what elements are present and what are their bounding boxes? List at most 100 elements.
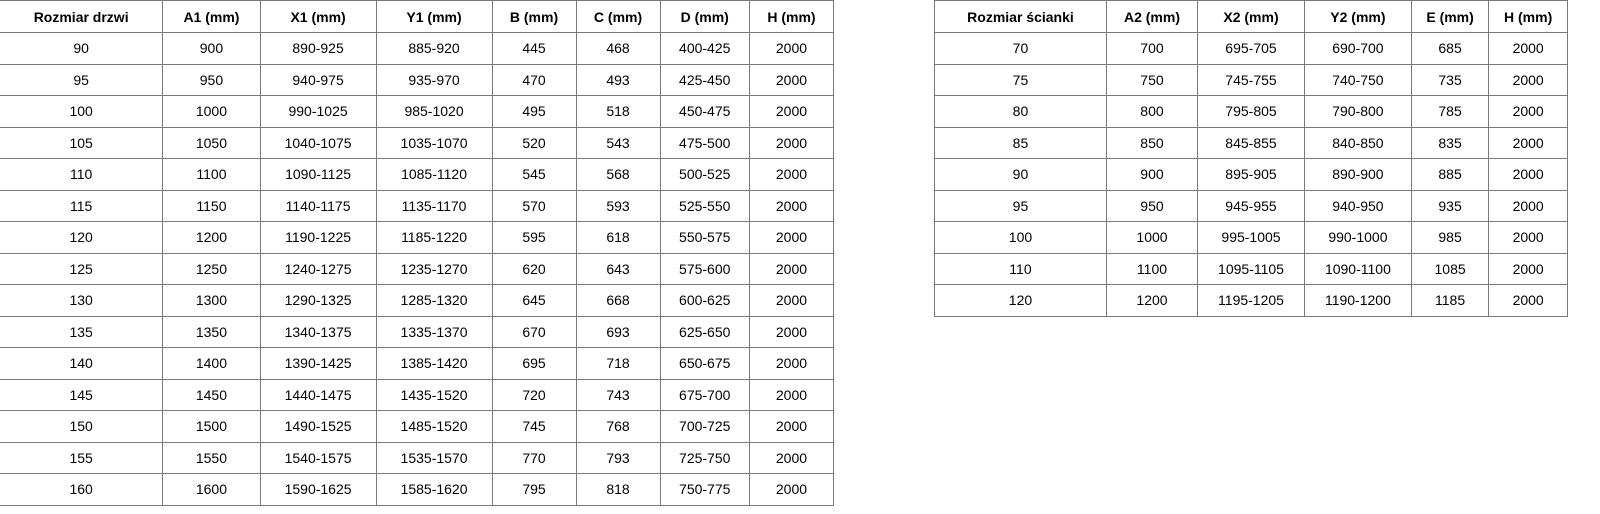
door-size-table: Rozmiar drzwi A1 (mm) X1 (mm) Y1 (mm) B (mm)… bbox=[0, 0, 835, 506]
table-cell: 1535-1570 bbox=[375, 441, 493, 474]
table-cell: 940-950 bbox=[1303, 189, 1412, 222]
table-cell: 2000 bbox=[1488, 189, 1568, 222]
table-cell: 1040-1075 bbox=[259, 126, 377, 159]
column-header: B (mm) bbox=[491, 0, 577, 33]
table-cell: 1090-1125 bbox=[259, 158, 377, 191]
table-cell: 693 bbox=[575, 315, 661, 348]
column-header: C (mm) bbox=[575, 0, 661, 33]
table-cell: 1035-1070 bbox=[375, 126, 493, 159]
table-cell: 1090-1100 bbox=[1303, 252, 1412, 285]
table-cell: 745-755 bbox=[1197, 63, 1305, 96]
table-cell: 1550 bbox=[162, 441, 261, 474]
table-cell: 840-850 bbox=[1303, 126, 1412, 159]
table-cell: 795-805 bbox=[1197, 95, 1305, 128]
table-row: 80 800 795-805 790-800 785 2000 bbox=[934, 95, 1568, 128]
table-cell: 90 bbox=[0, 32, 164, 65]
table-cell: 950 bbox=[1105, 189, 1199, 222]
table-cell: 570 bbox=[491, 189, 577, 222]
table-row: 155 1550 1540-1575 1535-1570 770 793 725-750 20… bbox=[0, 441, 835, 474]
table-cell: 2000 bbox=[748, 347, 835, 380]
table-cell: 890-900 bbox=[1303, 158, 1412, 191]
table-cell: 2000 bbox=[748, 126, 835, 159]
table-cell: 545 bbox=[491, 158, 577, 191]
table-row: 130 1300 1290-1325 1285-1320 645 668 600-625 20… bbox=[0, 284, 835, 317]
table-cell: 110 bbox=[934, 252, 1107, 285]
table-cell: 740-750 bbox=[1303, 63, 1412, 96]
wall-size-table: Rozmiar ścianki A2 (mm) X2 (mm) Y2 (mm) E (m… bbox=[934, 0, 1568, 317]
table-row: 120 1200 1195-1205 1190-1200 1185 2000 bbox=[934, 284, 1568, 317]
table-cell: 70 bbox=[934, 32, 1107, 65]
table-cell: 1440-1475 bbox=[259, 378, 377, 411]
table-cell: 2000 bbox=[748, 95, 835, 128]
table-cell: 2000 bbox=[1488, 158, 1568, 191]
table-cell: 1340-1375 bbox=[259, 315, 377, 348]
table-cell: 1095-1105 bbox=[1197, 252, 1305, 285]
table-cell: 618 bbox=[575, 221, 661, 254]
table-cell: 495 bbox=[491, 95, 577, 128]
table-cell: 155 bbox=[0, 441, 164, 474]
table-cell: 1435-1520 bbox=[375, 378, 493, 411]
table-cell: 85 bbox=[934, 126, 1107, 159]
table-cell: 2000 bbox=[748, 284, 835, 317]
table-row: 145 1450 1440-1475 1435-1520 720 743 675-700 20… bbox=[0, 378, 835, 411]
table-cell: 700-725 bbox=[659, 410, 750, 443]
table-cell: 1500 bbox=[162, 410, 261, 443]
table-cell: 935 bbox=[1410, 189, 1490, 222]
table-cell: 1085-1120 bbox=[375, 158, 493, 191]
column-header: X2 (mm) bbox=[1197, 0, 1305, 33]
table-cell: 1190-1225 bbox=[259, 221, 377, 254]
table-cell: 80 bbox=[934, 95, 1107, 128]
table-cell: 900 bbox=[1105, 158, 1199, 191]
table-row: 75 750 745-755 740-750 735 2000 bbox=[934, 63, 1568, 96]
table-row: 95 950 940-975 935-970 470 493 425-450 2000 bbox=[0, 63, 835, 96]
table-row: 150 1500 1490-1525 1485-1520 745 768 700-725 20… bbox=[0, 410, 835, 443]
table-cell: 2000 bbox=[1488, 284, 1568, 317]
table-cell: 950 bbox=[162, 63, 261, 96]
table-cell: 895-905 bbox=[1197, 158, 1305, 191]
table-cell: 1100 bbox=[1105, 252, 1199, 285]
table-cell: 743 bbox=[575, 378, 661, 411]
table-cell: 725-750 bbox=[659, 441, 750, 474]
table-cell: 668 bbox=[575, 284, 661, 317]
table-cell: 1140-1175 bbox=[259, 189, 377, 222]
table-cell: 768 bbox=[575, 410, 661, 443]
table-row: 120 1200 1190-1225 1185-1220 595 618 550-575 20… bbox=[0, 221, 835, 254]
table-cell: 110 bbox=[0, 158, 164, 191]
table-cell: 100 bbox=[934, 221, 1107, 254]
table-cell: 2000 bbox=[1488, 95, 1568, 128]
table-cell: 1195-1205 bbox=[1197, 284, 1305, 317]
column-header: E (mm) bbox=[1410, 0, 1490, 33]
table-cell: 985-1020 bbox=[375, 95, 493, 128]
table-cell: 1335-1370 bbox=[375, 315, 493, 348]
table-cell: 2000 bbox=[748, 63, 835, 96]
header-row: Rozmiar drzwi A1 (mm) X1 (mm) Y1 (mm) B (mm)… bbox=[0, 0, 835, 33]
table-cell: 800 bbox=[1105, 95, 1199, 128]
table-cell: 620 bbox=[491, 252, 577, 285]
table-cell: 990-1000 bbox=[1303, 221, 1412, 254]
table-cell: 990-1025 bbox=[259, 95, 377, 128]
table-cell: 150 bbox=[0, 410, 164, 443]
table-cell: 475-500 bbox=[659, 126, 750, 159]
table-cell: 1590-1625 bbox=[259, 473, 377, 506]
table-cell: 690-700 bbox=[1303, 32, 1412, 65]
table-cell: 2000 bbox=[1488, 221, 1568, 254]
table-cell: 770 bbox=[491, 441, 577, 474]
table-cell: 2000 bbox=[748, 378, 835, 411]
table-cell: 595 bbox=[491, 221, 577, 254]
table-cell: 1185-1220 bbox=[375, 221, 493, 254]
table-row: 100 1000 990-1025 985-1020 495 518 450-475 2000 bbox=[0, 95, 835, 128]
table-cell: 670 bbox=[491, 315, 577, 348]
column-header: H (mm) bbox=[748, 0, 835, 33]
table-row: 95 950 945-955 940-950 935 2000 bbox=[934, 189, 1568, 222]
table-cell: 1185 bbox=[1410, 284, 1490, 317]
table-cell: 1135-1170 bbox=[375, 189, 493, 222]
table-cell: 735 bbox=[1410, 63, 1490, 96]
table-cell: 543 bbox=[575, 126, 661, 159]
table-cell: 130 bbox=[0, 284, 164, 317]
table-cell: 100 bbox=[0, 95, 164, 128]
table-cell: 985 bbox=[1410, 221, 1490, 254]
table-row: 85 850 845-855 840-850 835 2000 bbox=[934, 126, 1568, 159]
table-cell: 135 bbox=[0, 315, 164, 348]
table-cell: 95 bbox=[0, 63, 164, 96]
table-cell: 1390-1425 bbox=[259, 347, 377, 380]
